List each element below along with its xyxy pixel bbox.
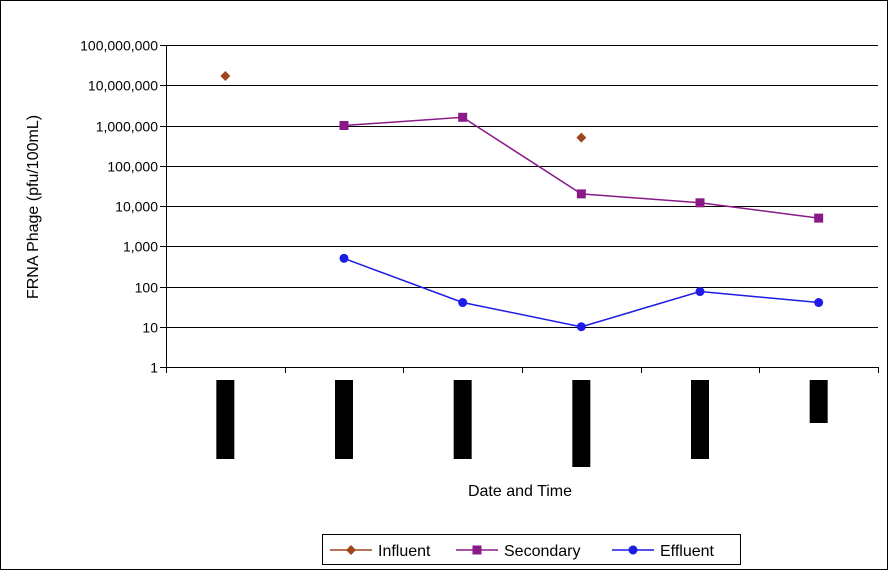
- point-effluent-2: [458, 298, 468, 308]
- y-tick-label-5: 100,000: [107, 159, 158, 175]
- redacted-category-label-2: [453, 380, 472, 459]
- point-secondary-4: [695, 198, 705, 208]
- grid-layer: [166, 45, 878, 328]
- legend-item-influent: Influent: [330, 543, 431, 560]
- legend-label-secondary: Secondary: [504, 543, 581, 560]
- legend-marker-influent: [346, 545, 356, 555]
- y-tick-label-0: 1: [150, 360, 158, 376]
- legend-item-effluent: Effluent: [612, 543, 715, 560]
- point-effluent-5: [814, 298, 824, 308]
- series-influent: [220, 70, 587, 143]
- y-tick-label-7: 10,000,000: [88, 78, 158, 94]
- redaction-layer: [216, 380, 828, 467]
- legend-marker-secondary: [472, 545, 482, 555]
- redacted-category-label-1: [335, 380, 353, 459]
- axis-layer: 1 10 100 1,000 10,000 100,000 1,000,000 10,000,…: [80, 38, 879, 376]
- redacted-category-label-3: [572, 380, 591, 467]
- y-tick-label-2: 100: [135, 280, 159, 296]
- legend-marker-effluent: [628, 545, 638, 555]
- point-secondary-3: [576, 189, 586, 199]
- legend-box: [322, 534, 741, 565]
- point-effluent-4: [695, 287, 705, 297]
- y-tick-label-3: 1,000: [123, 239, 158, 255]
- point-effluent-3: [576, 322, 586, 332]
- point-influent-3: [576, 132, 587, 143]
- redacted-category-label-0: [216, 380, 235, 459]
- point-influent-0: [220, 70, 231, 81]
- point-secondary-1: [339, 121, 349, 130]
- point-secondary-5: [814, 213, 824, 223]
- point-effluent-1: [339, 253, 349, 263]
- x-axis-title: Date and Time: [468, 483, 572, 500]
- series-effluent: [339, 253, 824, 332]
- legend-label-effluent: Effluent: [660, 543, 715, 560]
- legend: Influent Secondary Effluent: [322, 534, 741, 565]
- redacted-category-label-5: [809, 380, 828, 423]
- y-axis-title: FRNA Phage (pfu/100mL): [25, 115, 42, 299]
- point-secondary-2: [458, 112, 468, 122]
- series-layer: [220, 70, 824, 332]
- legend-label-influent: Influent: [378, 543, 431, 560]
- legend-item-secondary: Secondary: [456, 543, 581, 560]
- y-tick-label-4: 10,000: [115, 199, 158, 215]
- redacted-category-label-4: [691, 380, 709, 459]
- series-secondary: [339, 112, 824, 223]
- y-tick-label-8: 100,000,000: [80, 38, 158, 54]
- y-tick-label-1: 10: [142, 320, 158, 336]
- y-tick-label-6: 1,000,000: [96, 119, 158, 135]
